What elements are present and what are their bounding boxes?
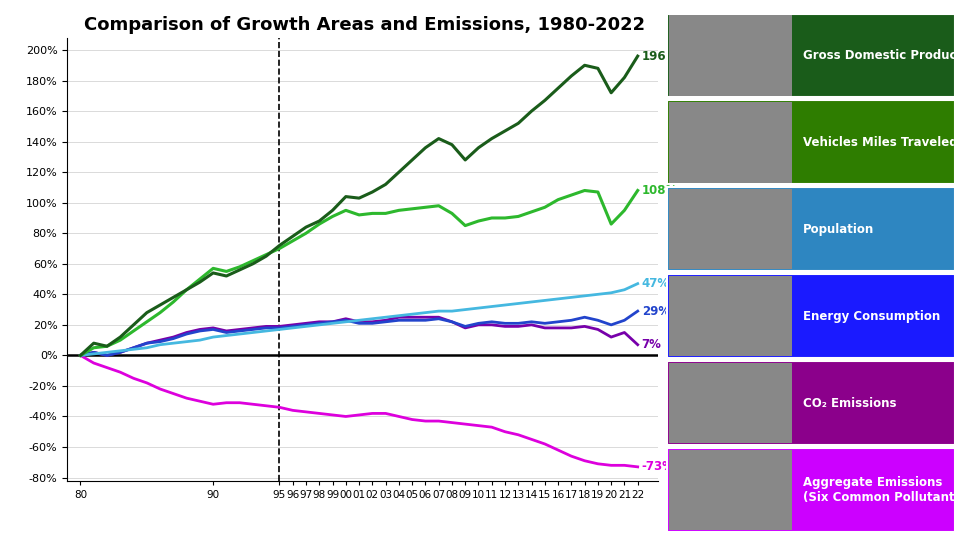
Text: Vehicles Miles Traveled: Vehicles Miles Traveled — [803, 136, 957, 149]
Text: Population: Population — [803, 222, 874, 236]
Text: Gross Domestic Product: Gross Domestic Product — [803, 49, 960, 62]
Text: Aggregate Emissions
(Six Common Pollutants): Aggregate Emissions (Six Common Pollutan… — [803, 476, 960, 504]
Text: 47%: 47% — [641, 277, 670, 290]
Text: 108%: 108% — [641, 184, 678, 197]
Text: 196%: 196% — [641, 50, 678, 63]
Text: 29%: 29% — [641, 305, 670, 318]
Text: 7%: 7% — [641, 338, 661, 351]
Text: Energy Consumption: Energy Consumption — [803, 309, 940, 323]
Text: -73%: -73% — [641, 461, 675, 474]
Text: CO₂ Emissions: CO₂ Emissions — [803, 396, 896, 410]
Text: Comparison of Growth Areas and Emissions, 1980-2022: Comparison of Growth Areas and Emissions… — [84, 16, 645, 34]
